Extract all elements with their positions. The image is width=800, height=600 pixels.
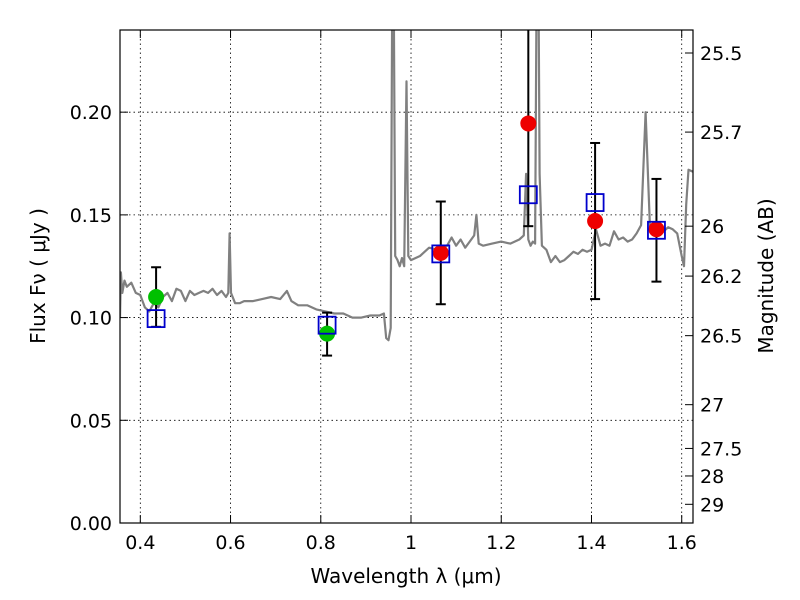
y2-tick-label: 26.5 <box>700 326 742 348</box>
x-tick-label: 0.4 <box>125 532 155 554</box>
spectrum-line <box>120 30 693 342</box>
x-tick-label: 0.6 <box>215 532 245 554</box>
plot-area <box>120 30 693 357</box>
observed-point <box>587 213 604 230</box>
x-tick-label: 0.8 <box>306 532 336 554</box>
y-tick-label: 0.10 <box>70 308 112 330</box>
y2-tick-label: 27 <box>700 395 724 417</box>
model-point <box>647 220 666 240</box>
y2-tick-label: 25.7 <box>700 122 742 144</box>
y-tick-label: 0.20 <box>70 102 112 124</box>
y2-tick-label: 28 <box>700 466 724 488</box>
y2-tick-label: 25.5 <box>700 43 742 65</box>
y2-tick-label: 29 <box>700 494 724 516</box>
model-point <box>317 315 337 335</box>
x-tick-label: 1.6 <box>667 532 697 554</box>
observed-point <box>520 115 537 132</box>
x-tick-label: 1 <box>405 532 417 554</box>
x-tick-label: 1.2 <box>486 532 516 554</box>
model-point <box>518 185 538 205</box>
y2-axis-title: Magnitude (AB) <box>754 198 778 353</box>
y-tick-label: 0.05 <box>70 410 112 432</box>
observed-point <box>648 221 665 238</box>
model-point <box>146 309 166 329</box>
y2-tick-label: 27.5 <box>700 438 742 460</box>
model-point <box>585 193 605 212</box>
y2-tick-label: 26.2 <box>700 266 742 288</box>
observed-point <box>432 244 449 261</box>
x-tick-label: 1.4 <box>576 532 606 554</box>
y-tick-label: 0.15 <box>70 205 112 227</box>
y-axis-title: Flux Fν ( μJy ) <box>26 208 50 344</box>
x-axis-title: Wavelength λ (μm) <box>310 564 501 588</box>
model-point <box>431 244 451 264</box>
y-tick-label: 0.00 <box>70 513 112 535</box>
y2-tick-label: 26 <box>700 216 724 238</box>
observed-point <box>148 289 165 306</box>
axis-ticks: 0.4 0.6 0.8 1 1.2 1.4 1.6 0.00 0.05 0.10 0.15 0.20 2… <box>70 30 742 554</box>
